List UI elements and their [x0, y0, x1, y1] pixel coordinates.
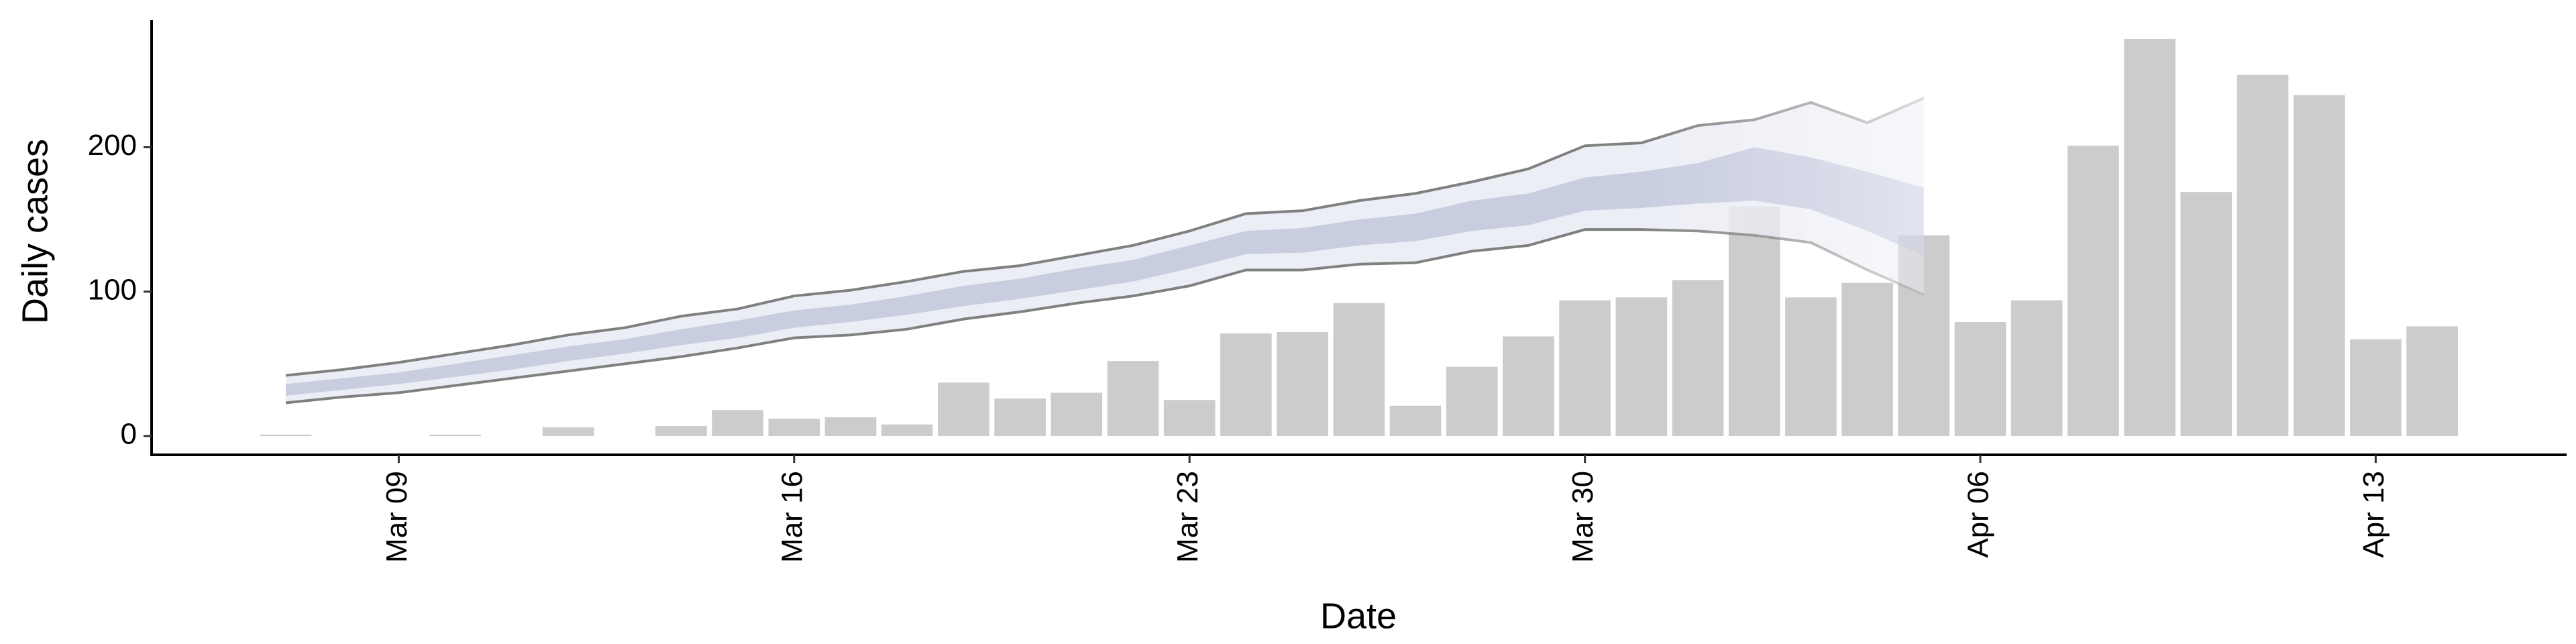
bar: [1389, 405, 1442, 437]
bar: [429, 434, 481, 437]
y-tick-label: 100: [88, 273, 137, 306]
bar: [2293, 95, 2345, 437]
bar: [1163, 400, 1216, 437]
bar: [712, 410, 763, 437]
bar: [1785, 297, 1837, 437]
x-tick-label: Mar 09: [380, 471, 413, 563]
band-lower-line: [285, 228, 1925, 405]
bar: [2180, 192, 2233, 437]
x-tick-label: Mar 16: [775, 471, 808, 563]
bar: [1107, 361, 1159, 437]
bar: [1333, 303, 1385, 437]
bar: [1277, 332, 1328, 437]
bar: [1728, 206, 1780, 437]
x-tick-label: Apr 13: [2357, 471, 2390, 558]
band-upper-line: [285, 97, 1925, 377]
bar: [1559, 300, 1611, 437]
bar: [1220, 333, 1272, 437]
bar: [1446, 366, 1498, 437]
bar: [2010, 300, 2063, 437]
bar: [2124, 38, 2176, 437]
x-tick-label: Mar 30: [1566, 471, 1599, 563]
bar: [881, 424, 933, 437]
x-tick-label: Mar 23: [1171, 471, 1204, 563]
bar: [2406, 326, 2458, 437]
y-axis-title: Daily cases: [15, 139, 55, 324]
bar: [1954, 321, 2006, 437]
bar: [2350, 339, 2402, 437]
bar: [1503, 336, 1554, 437]
bar: [938, 382, 989, 437]
bar: [1672, 280, 1724, 437]
bar: [824, 417, 877, 437]
bar: [1051, 392, 1103, 437]
bar: [1841, 282, 1893, 437]
bar: [2237, 74, 2289, 437]
bar: [2068, 146, 2119, 437]
x-tick-label: Apr 06: [1962, 471, 1995, 558]
y-tick-label: 0: [121, 418, 137, 451]
x-axis-title: Date: [1320, 596, 1397, 636]
bar: [994, 398, 1046, 437]
bar: [1615, 297, 1668, 437]
bar: [655, 425, 707, 437]
y-tick-label: 200: [88, 129, 137, 162]
bar: [260, 434, 312, 437]
band-area: [286, 147, 1924, 396]
bar: [768, 419, 820, 437]
bar: [542, 427, 594, 437]
